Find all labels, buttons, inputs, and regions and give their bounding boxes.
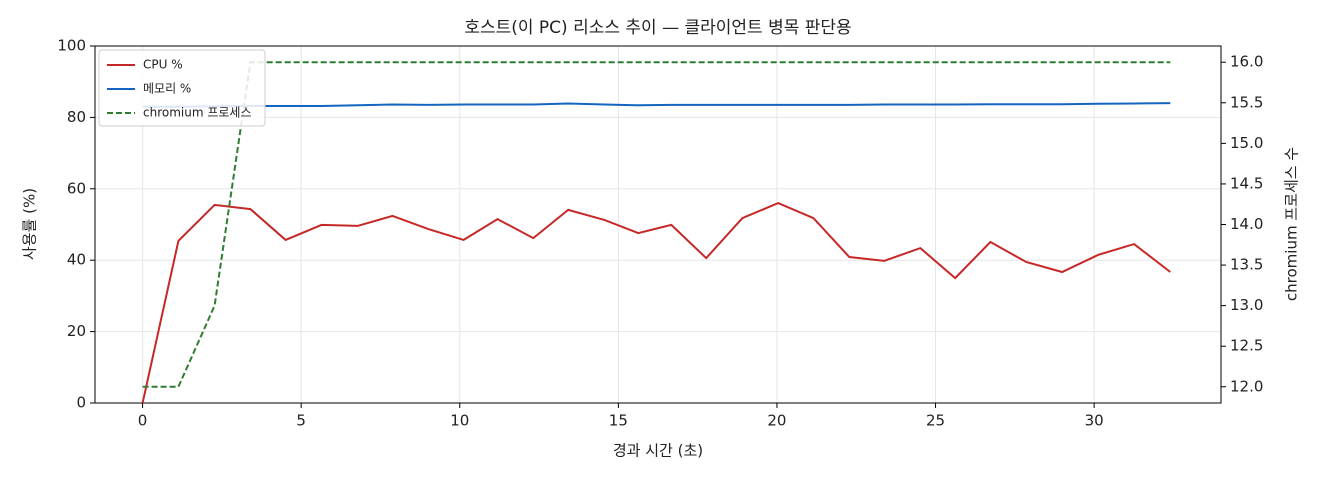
- series-line: [141, 202, 1171, 404]
- y-axis-label: 사용률 (%): [21, 188, 39, 260]
- x-tick-label: 15: [609, 412, 628, 430]
- x-tick-label: 0: [138, 412, 148, 430]
- plot-frame: [94, 45, 1222, 404]
- x-tick-label: 20: [767, 412, 786, 430]
- chart-title: 호스트(이 PC) 리소스 추이 — 클라이언트 병목 판단용: [464, 18, 851, 38]
- y2-tick-label: 12.0: [1230, 377, 1263, 395]
- legend-box: [98, 49, 266, 127]
- y2-tick-label: 16.0: [1230, 53, 1263, 71]
- legend-label: CPU %: [143, 58, 183, 72]
- x-tick-label: 10: [450, 412, 469, 430]
- y2-tick-label: 15.0: [1230, 134, 1263, 152]
- y-tick-label: 80: [67, 108, 86, 126]
- series-line: [142, 61, 1171, 388]
- y2-tick-label: 15.5: [1230, 93, 1263, 111]
- legend-label: 메모리 %: [143, 82, 191, 96]
- y-tick-label: 0: [76, 394, 86, 412]
- x-axis-label: 경과 시간 (초): [613, 442, 703, 460]
- x-tick-label: 25: [926, 412, 945, 430]
- x-tick-label: 5: [296, 412, 306, 430]
- y2-tick-label: 14.5: [1230, 174, 1263, 192]
- y2-axis-label: chromium 프로세스 수: [1283, 147, 1301, 301]
- y2-tick-label: 14.0: [1230, 215, 1263, 233]
- y-tick-label: 100: [57, 37, 86, 55]
- y-tick-label: 40: [67, 251, 86, 269]
- y-tick-label: 60: [67, 179, 86, 197]
- x-tick-label: 30: [1085, 412, 1104, 430]
- y-tick-label: 20: [67, 322, 86, 340]
- y2-tick-label: 12.5: [1230, 337, 1263, 355]
- legend-label: chromium 프로세스: [143, 106, 252, 120]
- y2-tick-label: 13.5: [1230, 256, 1263, 274]
- series-line: [142, 102, 1171, 108]
- y2-tick-label: 13.0: [1230, 296, 1263, 314]
